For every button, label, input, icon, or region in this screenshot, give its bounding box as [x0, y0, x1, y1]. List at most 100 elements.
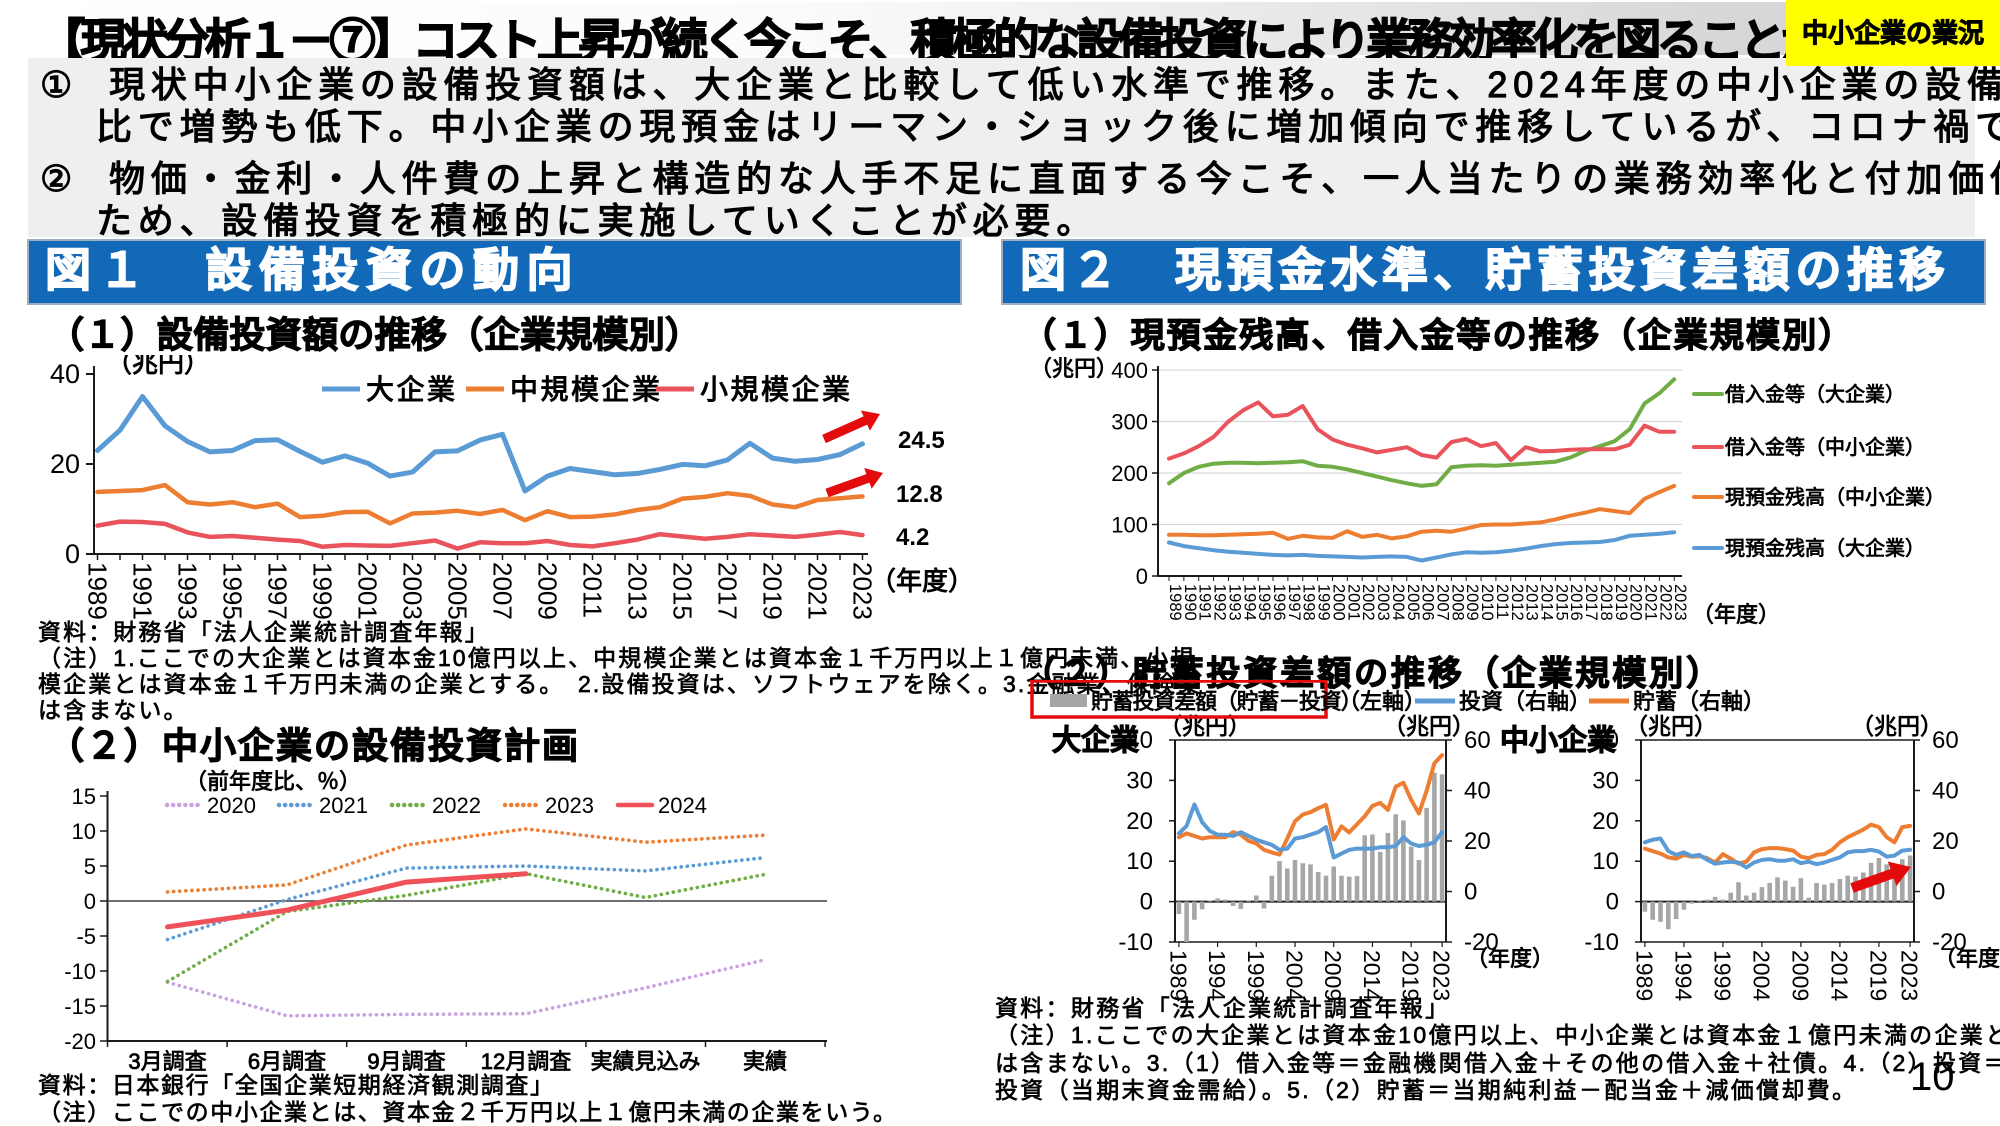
svg-text:1997: 1997: [1285, 584, 1303, 621]
svg-text:20: 20: [1464, 828, 1491, 855]
svg-text:-10: -10: [64, 959, 96, 984]
svg-text:2010: 2010: [1478, 584, 1496, 621]
svg-text:24.5: 24.5: [898, 427, 945, 454]
svg-text:60: 60: [1932, 727, 1959, 754]
svg-text:2006: 2006: [1419, 584, 1437, 621]
svg-text:（兆円）: （兆円）: [1851, 713, 1943, 739]
svg-text:3月調査: 3月調査: [128, 1049, 206, 1074]
svg-text:1994: 1994: [1204, 950, 1230, 1001]
svg-text:1997: 1997: [263, 562, 293, 620]
svg-text:2020: 2020: [1627, 584, 1645, 621]
svg-text:大企業: 大企業: [1052, 723, 1139, 757]
svg-text:（年度）: （年度）: [1466, 946, 1554, 971]
svg-text:1990: 1990: [1181, 584, 1199, 621]
svg-text:2005: 2005: [1404, 584, 1422, 621]
svg-text:貯蓄投資差額（貯蓄－投資）: 貯蓄投資差額（貯蓄－投資）: [1091, 689, 1361, 714]
svg-text:-15: -15: [64, 994, 96, 1019]
svg-text:2015: 2015: [668, 562, 698, 620]
svg-text:30: 30: [1126, 767, 1153, 794]
svg-text:100: 100: [1111, 513, 1148, 538]
svg-text:-5: -5: [76, 924, 96, 949]
svg-text:20: 20: [1592, 808, 1619, 835]
svg-text:小規模企業: 小規模企業: [700, 374, 853, 405]
svg-text:2014: 2014: [1826, 950, 1852, 1001]
svg-text:大企業: 大企業: [366, 374, 458, 405]
svg-text:40: 40: [50, 359, 80, 389]
svg-text:2019: 2019: [1612, 584, 1630, 621]
svg-text:（年度）: （年度）: [1692, 602, 1780, 627]
svg-text:5: 5: [84, 854, 96, 879]
svg-text:300: 300: [1111, 410, 1148, 435]
svg-text:2007: 2007: [488, 562, 518, 620]
svg-text:12.8: 12.8: [896, 481, 943, 508]
svg-text:1995: 1995: [218, 562, 248, 620]
svg-text:2017: 2017: [713, 562, 743, 620]
svg-text:2019: 2019: [1865, 950, 1891, 1001]
svg-text:-10: -10: [1584, 929, 1619, 956]
svg-text:2022: 2022: [432, 793, 481, 818]
svg-text:12月調査: 12月調査: [481, 1049, 571, 1074]
svg-text:2024: 2024: [658, 793, 707, 818]
svg-text:2014: 2014: [1538, 584, 1556, 621]
svg-text:-20: -20: [64, 1029, 96, 1054]
svg-text:1999: 1999: [1315, 584, 1333, 621]
svg-text:2004: 2004: [1282, 950, 1308, 1001]
svg-text:200: 200: [1111, 461, 1148, 486]
svg-text:1994: 1994: [1670, 950, 1696, 1001]
svg-text:2019: 2019: [1398, 950, 1424, 1001]
svg-text:0: 0: [65, 539, 80, 569]
svg-text:15: 15: [72, 785, 96, 809]
svg-text:10: 10: [1126, 848, 1153, 875]
svg-text:1989: 1989: [1166, 584, 1184, 621]
svg-text:2009: 2009: [533, 562, 563, 620]
svg-text:0: 0: [1606, 889, 1619, 916]
svg-text:中規模企業: 中規模企業: [510, 374, 663, 405]
svg-text:40: 40: [1592, 727, 1619, 754]
svg-text:20: 20: [1932, 828, 1959, 855]
svg-text:1994: 1994: [1240, 584, 1258, 621]
svg-text:2009: 2009: [1463, 584, 1481, 621]
svg-text:1998: 1998: [1300, 584, 1318, 621]
svg-text:1993: 1993: [1225, 584, 1243, 621]
svg-text:2023: 2023: [1897, 950, 1923, 1001]
svg-text:2021: 2021: [803, 562, 833, 620]
svg-text:実績見込み: 実績見込み: [590, 1049, 700, 1074]
svg-text:1989: 1989: [83, 562, 113, 620]
svg-text:40: 40: [1932, 778, 1959, 805]
svg-text:2009: 2009: [1320, 950, 1346, 1001]
svg-text:2023: 2023: [848, 562, 878, 620]
svg-text:（兆円）: （兆円）: [1030, 356, 1118, 381]
svg-text:2005: 2005: [443, 562, 473, 620]
svg-text:9月調査: 9月調査: [367, 1049, 445, 1074]
svg-text:0: 0: [1136, 564, 1148, 589]
svg-text:2013: 2013: [623, 562, 653, 620]
svg-text:30: 30: [1592, 767, 1619, 794]
svg-text:貯蓄（右軸）: 貯蓄（右軸）: [1633, 689, 1765, 714]
svg-text:2004: 2004: [1389, 584, 1407, 621]
svg-text:-20: -20: [1464, 929, 1499, 956]
svg-text:（兆円）: （兆円）: [1625, 713, 1717, 739]
svg-text:2022: 2022: [1656, 584, 1674, 621]
svg-text:2011: 2011: [1493, 584, 1511, 619]
svg-text:1999: 1999: [1709, 950, 1735, 1001]
svg-text:2003: 2003: [1374, 584, 1392, 621]
svg-text:2000: 2000: [1329, 584, 1347, 621]
svg-text:借入金等（中小企業）: 借入金等（中小企業）: [1725, 436, 1925, 459]
svg-text:0: 0: [1140, 889, 1153, 916]
svg-text:-20: -20: [1932, 929, 1967, 956]
svg-text:2001: 2001: [353, 562, 383, 620]
svg-text:0: 0: [84, 889, 96, 914]
svg-text:（兆円）: （兆円）: [106, 355, 210, 378]
svg-text:（左軸）: （左軸）: [1338, 689, 1426, 714]
svg-text:2008: 2008: [1448, 584, 1466, 621]
svg-text:1999: 1999: [308, 562, 338, 620]
svg-text:1991: 1991: [128, 562, 158, 620]
svg-text:中小企業: 中小企業: [1500, 723, 1616, 757]
svg-text:2021: 2021: [1642, 584, 1660, 621]
svg-text:（年度）: （年度）: [1934, 946, 2000, 971]
svg-text:2017: 2017: [1582, 584, 1600, 621]
svg-text:現預金残高（中小企業）: 現預金残高（中小企業）: [1725, 486, 1945, 509]
svg-text:実績: 実績: [743, 1049, 787, 1074]
svg-text:4.2: 4.2: [896, 524, 929, 551]
svg-text:現預金残高（大企業）: 現預金残高（大企業）: [1725, 537, 1925, 560]
